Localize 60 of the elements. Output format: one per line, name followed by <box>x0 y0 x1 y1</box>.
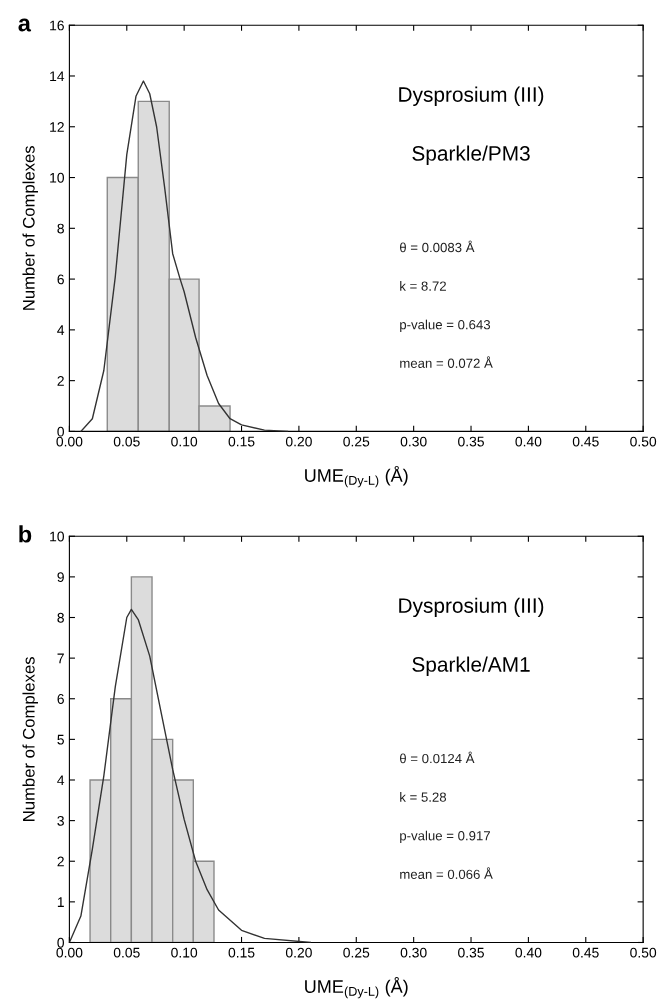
y-tick-label: 0 <box>57 426 64 437</box>
annotation: mean = 0.072 Å <box>400 356 493 368</box>
y-tick-label: 16 <box>50 20 64 31</box>
y-tick-label: 3 <box>57 815 64 826</box>
x-tick-label: 0.40 <box>515 436 542 447</box>
y-tick-label: 8 <box>57 612 64 623</box>
x-tick-label: 0.05 <box>113 436 140 447</box>
y-tick-label: 7 <box>57 653 64 664</box>
y-tick-label: 9 <box>57 572 64 583</box>
annotation: Dysprosium (III) <box>399 597 544 618</box>
annotation: k = 8.72 <box>400 281 446 291</box>
x-tick-label: 0.20 <box>285 947 312 958</box>
y-tick-label: 4 <box>57 775 65 786</box>
annotation: p-value = 0.643 <box>400 319 491 332</box>
x-tick-label: 0.00 <box>56 947 83 958</box>
annotation: Sparkle/AM1 <box>412 656 530 676</box>
y-tick-label: 10 <box>50 531 64 542</box>
y-tick-label: 6 <box>57 694 64 704</box>
x-tick-label: 0.35 <box>458 947 484 958</box>
annotation: θ = 0.0124 Å <box>399 751 475 764</box>
x-tick-label: 0.15 <box>228 947 255 958</box>
annotation: Sparkle/PM3 <box>412 145 530 165</box>
y-tick-label: 14 <box>50 71 65 82</box>
x-tick-label: 0.20 <box>285 436 312 447</box>
y-tick-label: 8 <box>57 223 64 234</box>
annotation: θ = 0.0083 Å <box>399 240 475 253</box>
annotation: Dysprosium (III) <box>399 86 544 106</box>
y-axis-title: Number of Complexes <box>22 146 38 310</box>
x-axis-title: UME$_{(Dy-L)}$ (Å) <box>305 976 408 999</box>
y-tick-label: 10 <box>50 172 64 183</box>
x-tick-label: 0.40 <box>515 947 542 958</box>
annotation: mean = 0.066 Å <box>400 867 493 879</box>
x-tick-label: 0.45 <box>572 947 599 958</box>
y-tick-label: 6 <box>57 274 64 285</box>
y-axis-title: Number of Complexes <box>22 657 38 821</box>
y-tick-label: 5 <box>57 734 64 745</box>
x-tick-label: 0.15 <box>228 436 255 447</box>
y-tick-label: 12 <box>50 122 64 132</box>
y-tick-label: 4 <box>57 325 65 335</box>
x-tick-label: 0.10 <box>171 947 198 958</box>
y-tick-label: 2 <box>57 856 64 867</box>
y-tick-label: 1 <box>57 897 64 907</box>
x-tick-label: 0.30 <box>400 947 427 958</box>
x-tick-label: 0.25 <box>343 436 370 447</box>
x-axis-title: UME$_{(Dy-L)}$ (Å) <box>305 465 408 488</box>
x-tick-label: 0.10 <box>171 436 198 447</box>
annotation: p-value = 0.917 <box>400 830 490 844</box>
x-tick-label: 0.35 <box>458 436 484 447</box>
chart-title: b <box>19 525 32 543</box>
y-tick-label: 2 <box>57 375 64 386</box>
y-tick-label: 0 <box>57 937 64 948</box>
x-tick-label: 0.05 <box>113 947 140 958</box>
chart-title: a <box>18 18 32 32</box>
x-tick-label: 0.30 <box>400 436 427 447</box>
x-tick-label: 0.25 <box>343 947 370 958</box>
annotation: k = 5.28 <box>400 792 447 802</box>
x-tick-label: 0.00 <box>56 436 83 447</box>
x-tick-label: 0.50 <box>630 436 657 447</box>
x-tick-label: 0.45 <box>572 436 599 447</box>
x-tick-label: 0.50 <box>630 947 657 958</box>
